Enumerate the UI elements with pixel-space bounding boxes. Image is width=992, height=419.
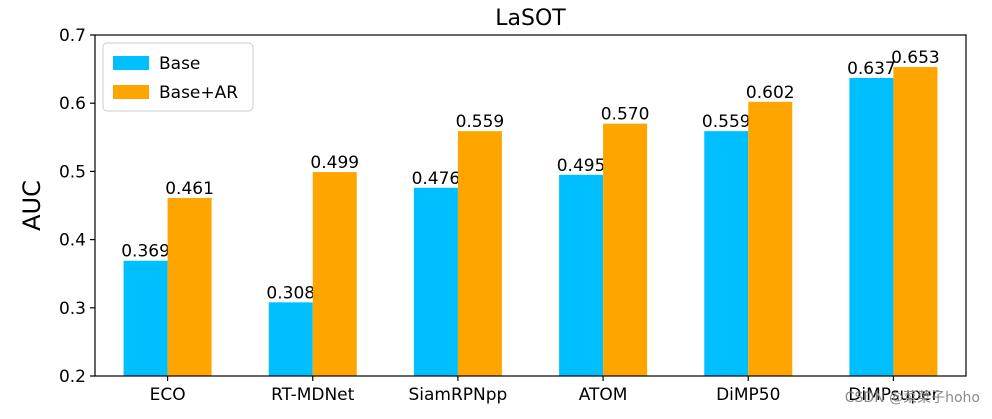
y-axis-label: AUC <box>18 180 46 231</box>
bar-base-eco <box>123 260 168 376</box>
bar-value-label: 0.499 <box>310 153 359 173</box>
x-axis: ECO RT-MDNet SiamRPNpp ATOM DiMP50 DiMPsuper <box>150 376 939 405</box>
plot-frame <box>94 34 967 377</box>
x-tick-label: DiMP50 <box>716 385 780 405</box>
bar-value-label: 0.308 <box>266 283 315 303</box>
bar-base-dimp50 <box>704 131 749 376</box>
legend: Base Base+AR <box>102 42 254 112</box>
legend-label: Base <box>159 54 200 74</box>
bar-base-ar-atom <box>603 123 648 376</box>
bar-value-label: 0.602 <box>746 83 795 103</box>
legend-label: Base+AR <box>159 83 238 103</box>
y-tick-label: 0.4 <box>59 231 86 251</box>
bar-base-ar-dimp50 <box>748 101 793 376</box>
bar-value-label: 0.369 <box>121 242 170 262</box>
x-tick-label: SiamRPNpp <box>408 385 507 405</box>
y-tick-label: 0.6 <box>59 94 86 114</box>
chart-title: LaSOT <box>495 6 566 31</box>
bar-value-label: 0.570 <box>601 105 650 125</box>
bar-value-label: 0.495 <box>557 156 606 176</box>
bar-value-label: 0.476 <box>412 169 461 189</box>
bar-base-ar-siamrpnpp <box>457 131 502 376</box>
bar-value-label: 0.559 <box>456 112 505 132</box>
bar-base-ar-eco <box>167 197 212 376</box>
bar-value-label: 0.653 <box>891 48 940 68</box>
bar-value-label: 0.461 <box>165 179 214 199</box>
bars-group: 0.369 0.461 0.308 0.499 0.476 0.559 0.495 0.570… <box>121 48 940 376</box>
legend-swatch <box>113 85 149 99</box>
x-tick-label: DiMPsuper <box>848 385 938 405</box>
y-tick-label: 0.7 <box>59 26 86 46</box>
y-axis: 0.2 0.3 0.4 0.5 0.6 0.7 <box>59 26 95 387</box>
bar-value-label: 0.559 <box>702 112 751 132</box>
bar-base-atom <box>559 174 604 376</box>
x-tick-label: ATOM <box>579 385 628 405</box>
bar-base-dimpsuper <box>849 77 894 376</box>
bar-base-ar-rt-mdnet <box>312 172 357 376</box>
legend-swatch <box>113 56 149 70</box>
bar-base-rt-mdnet <box>268 302 313 376</box>
bar-base-ar-dimpsuper <box>893 67 938 376</box>
bar-base-siamrpnpp <box>413 187 458 376</box>
x-tick-label: RT-MDNet <box>271 385 354 405</box>
x-tick-label: ECO <box>150 385 186 405</box>
watermark-text: CSDN @菜菜子hoho <box>844 390 980 406</box>
y-tick-label: 0.2 <box>59 367 86 387</box>
bar-value-label: 0.637 <box>847 59 896 79</box>
y-tick-label: 0.5 <box>59 162 86 182</box>
y-tick-label: 0.3 <box>59 299 86 319</box>
